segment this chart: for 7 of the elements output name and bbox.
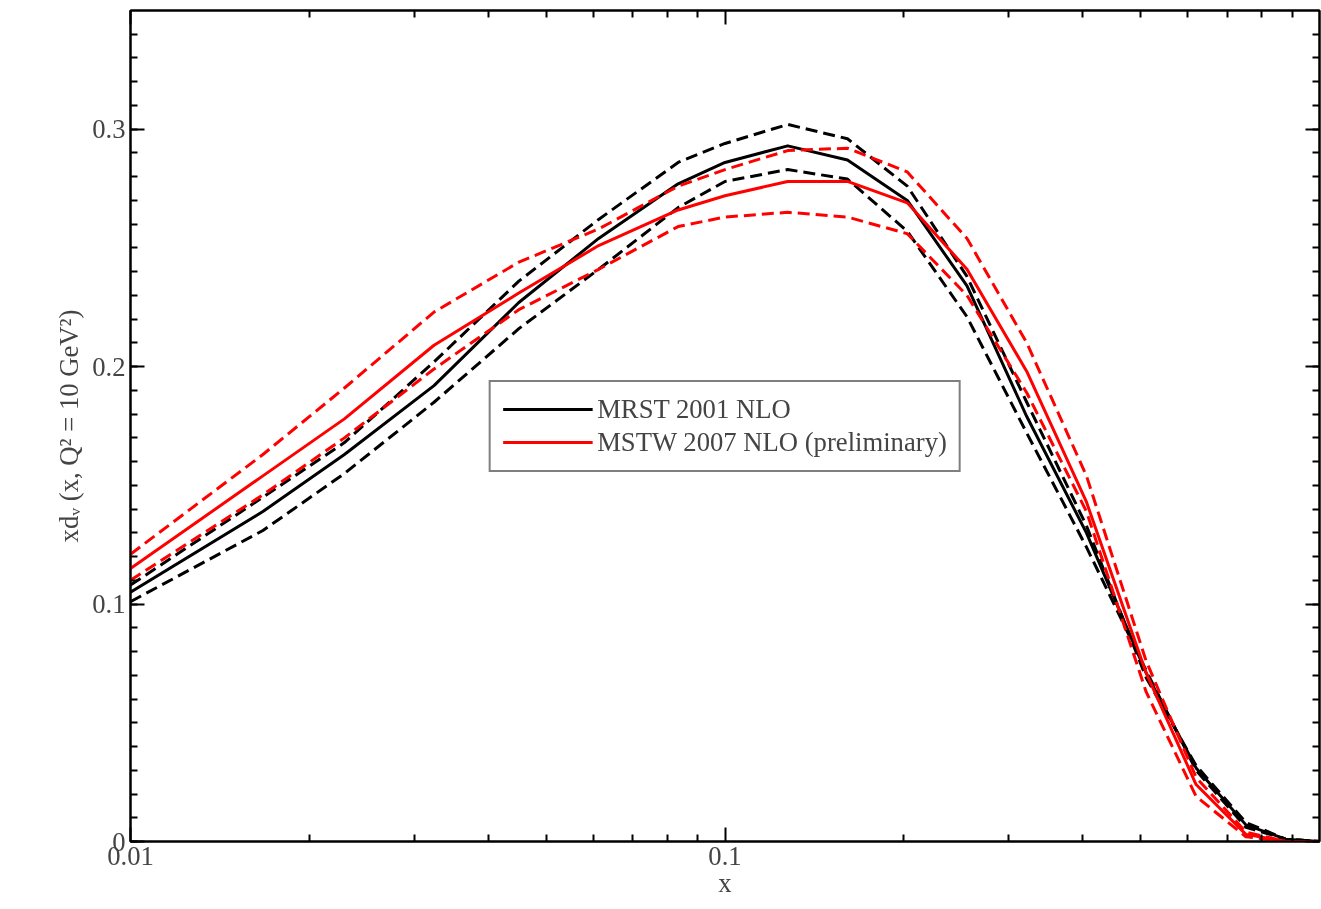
y-axis-title: xdᵥ (x, Q² = 10 GeV²) [54,309,85,543]
legend-label: MSTW 2007 NLO (preliminary) [597,426,947,458]
y-tick-label: 0.2 [92,351,126,382]
y-tick-label: 0.1 [92,589,126,620]
x-axis-title: x [718,867,732,898]
y-tick-label: 0.3 [92,114,126,145]
legend-label: MRST 2001 NLO [597,393,791,425]
